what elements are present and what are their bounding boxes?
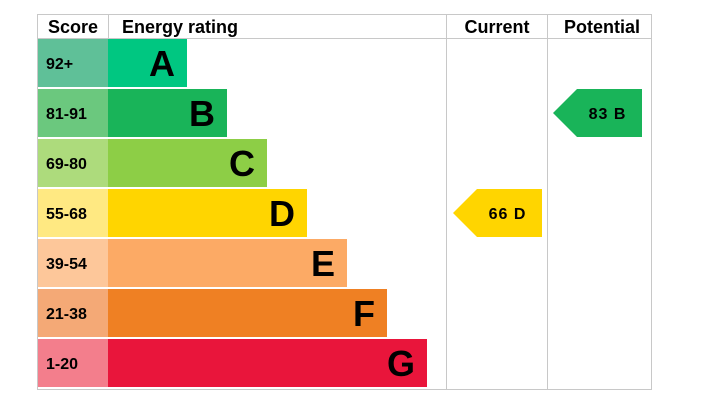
score-label-e: 39-54 (46, 256, 87, 273)
score-cell-g (38, 339, 108, 387)
header-potential: Potential (564, 17, 640, 37)
potential-rating-label: 83 B (589, 106, 627, 123)
rating-letter-f: F (353, 293, 375, 334)
header-energy-rating: Energy rating (122, 17, 238, 37)
header-current: Current (464, 17, 529, 37)
current-rating-label: 66 D (489, 206, 527, 223)
rating-letter-b: B (189, 93, 215, 134)
rating-bar-f (108, 289, 387, 337)
score-label-b: 81-91 (46, 106, 87, 123)
score-cell-a (38, 39, 108, 87)
rating-bar-b (108, 89, 227, 137)
rating-letter-d: D (269, 193, 295, 234)
rating-indicators: 66 D 83 B (453, 89, 642, 237)
rating-letter-c: C (229, 143, 255, 184)
score-label-g: 1-20 (46, 356, 78, 373)
rating-letter-a: A (149, 43, 175, 84)
score-cell-d (38, 189, 108, 237)
header-score: Score (48, 17, 98, 37)
score-cell-f (38, 289, 108, 337)
rating-bar-d (108, 189, 307, 237)
score-label-f: 21-38 (46, 306, 87, 323)
score-cell-c (38, 139, 108, 187)
chart-frame (37, 14, 652, 390)
header-row: Score Energy rating Current Potential (48, 17, 640, 37)
current-rating-arrow (453, 189, 542, 237)
rating-bar-a (108, 39, 187, 87)
score-cell-b (38, 89, 108, 137)
outer-border (37, 14, 652, 390)
rating-bar-e (108, 239, 347, 287)
rating-bands: 92+ A 81-91 B 69-80 C 55-68 D 39-54 E 21-38 F 1-20 G (38, 39, 427, 387)
score-label-c: 69-80 (46, 156, 87, 173)
rating-letter-e: E (311, 243, 335, 284)
score-label-a: 92+ (46, 56, 73, 73)
rating-bar-c (108, 139, 267, 187)
rating-letter-g: G (387, 343, 415, 384)
rating-bar-g (108, 339, 427, 387)
potential-rating-arrow (553, 89, 642, 137)
score-label-d: 55-68 (46, 206, 87, 223)
score-cell-e (38, 239, 108, 287)
